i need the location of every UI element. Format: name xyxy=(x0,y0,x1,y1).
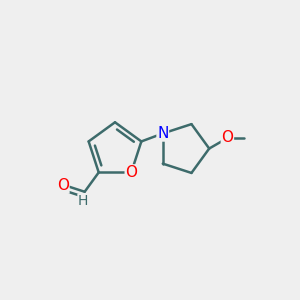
Text: H: H xyxy=(78,194,88,208)
Text: N: N xyxy=(157,126,169,141)
Text: O: O xyxy=(221,130,233,145)
Text: O: O xyxy=(57,178,69,193)
Text: O: O xyxy=(125,165,137,180)
